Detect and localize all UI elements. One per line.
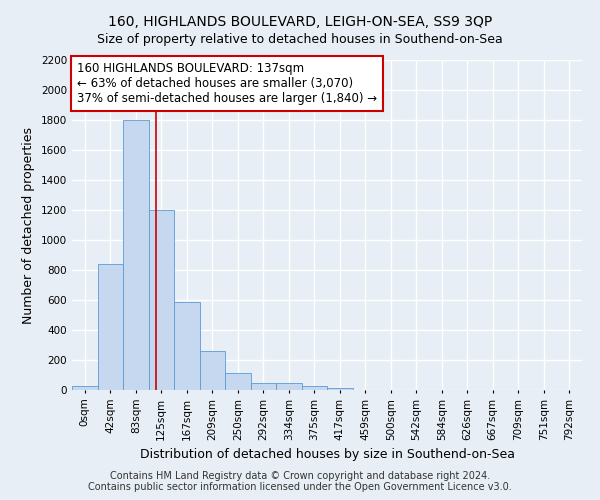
Bar xyxy=(276,383,302,390)
Text: 160, HIGHLANDS BOULEVARD, LEIGH-ON-SEA, SS9 3QP: 160, HIGHLANDS BOULEVARD, LEIGH-ON-SEA, … xyxy=(108,15,492,29)
Bar xyxy=(302,386,327,390)
Bar xyxy=(72,386,97,390)
Bar xyxy=(149,210,174,390)
Y-axis label: Number of detached properties: Number of detached properties xyxy=(22,126,35,324)
Bar xyxy=(225,373,251,390)
Bar xyxy=(251,382,276,390)
Text: 160 HIGHLANDS BOULEVARD: 137sqm
← 63% of detached houses are smaller (3,070)
37%: 160 HIGHLANDS BOULEVARD: 137sqm ← 63% of… xyxy=(77,62,377,104)
Text: Contains HM Land Registry data © Crown copyright and database right 2024.
Contai: Contains HM Land Registry data © Crown c… xyxy=(88,471,512,492)
Bar xyxy=(97,264,123,390)
X-axis label: Distribution of detached houses by size in Southend-on-Sea: Distribution of detached houses by size … xyxy=(139,448,515,461)
Bar xyxy=(174,302,199,390)
Bar xyxy=(327,388,353,390)
Bar xyxy=(123,120,149,390)
Bar xyxy=(199,351,225,390)
Text: Size of property relative to detached houses in Southend-on-Sea: Size of property relative to detached ho… xyxy=(97,32,503,46)
